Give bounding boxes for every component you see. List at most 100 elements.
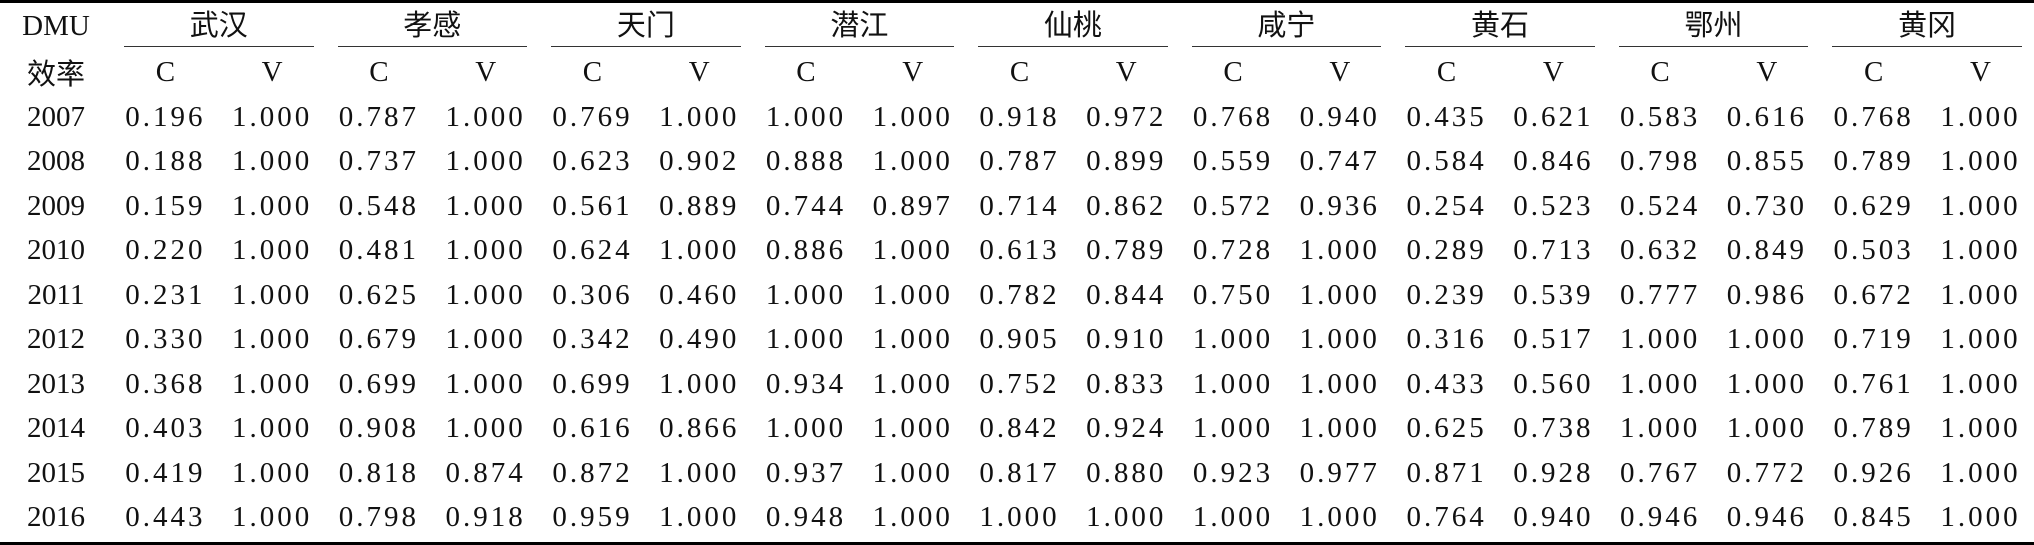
value-cell: 0.924 bbox=[1086, 412, 1167, 445]
value-cell: 1.000 bbox=[872, 145, 953, 178]
value-cell: 0.752 bbox=[979, 367, 1060, 400]
value-cell: 1.000 bbox=[1940, 367, 2021, 400]
value-cell: 1.000 bbox=[1192, 412, 1274, 445]
value-cell: 0.616 bbox=[1726, 100, 1807, 133]
group-name: 潜江 bbox=[764, 6, 955, 47]
value-cell: 0.872 bbox=[552, 456, 633, 489]
value-cell: 0.572 bbox=[1192, 189, 1274, 222]
value-cell: 1.000 bbox=[232, 234, 313, 267]
value-cell: 1.000 bbox=[1940, 501, 2021, 534]
value-cell: 0.750 bbox=[1192, 278, 1274, 311]
value-cell: 1.000 bbox=[979, 501, 1060, 534]
value-cell: 1.000 bbox=[1726, 323, 1807, 356]
value-cell: 0.713 bbox=[1513, 234, 1594, 267]
year-cell: 2013 bbox=[27, 367, 85, 400]
value-cell: 0.231 bbox=[125, 278, 206, 311]
group-name: 武汉 bbox=[124, 6, 314, 47]
group-name: 黄冈 bbox=[1832, 6, 2022, 47]
value-cell: 0.254 bbox=[1406, 189, 1487, 222]
year-cell: 2015 bbox=[27, 456, 85, 489]
value-cell: 0.621 bbox=[1513, 100, 1594, 133]
year-cell: 2012 bbox=[27, 323, 85, 356]
value-cell: 0.818 bbox=[338, 456, 420, 489]
value-cell: 1.000 bbox=[445, 412, 526, 445]
value-cell: 0.959 bbox=[552, 501, 633, 534]
value-cell: 1.000 bbox=[232, 189, 313, 222]
value-cell: 0.769 bbox=[552, 100, 633, 133]
value-cell: 0.798 bbox=[338, 501, 420, 534]
value-cell: 1.000 bbox=[659, 501, 740, 534]
year-cell: 2007 bbox=[27, 100, 85, 133]
value-cell: 1.000 bbox=[872, 367, 953, 400]
value-cell: 0.782 bbox=[979, 278, 1060, 311]
value-cell: 1.000 bbox=[445, 189, 526, 222]
value-cell: 1.000 bbox=[872, 100, 953, 133]
group-name: 咸宁 bbox=[1191, 6, 1382, 47]
value-cell: 0.764 bbox=[1406, 501, 1487, 534]
group-header-cell: 天门 bbox=[539, 3, 753, 49]
value-cell: 1.000 bbox=[1726, 412, 1807, 445]
value-cell: 1.000 bbox=[1940, 100, 2021, 133]
value-cell: 0.625 bbox=[1406, 412, 1487, 445]
value-cell: 0.948 bbox=[765, 501, 847, 534]
subheader-cell: C bbox=[1436, 55, 1457, 88]
value-cell: 1.000 bbox=[1940, 412, 2021, 445]
value-cell: 1.000 bbox=[445, 367, 526, 400]
value-cell: 0.902 bbox=[659, 145, 740, 178]
value-cell: 1.000 bbox=[445, 145, 526, 178]
subheader-cell: C bbox=[1650, 55, 1670, 88]
value-cell: 0.560 bbox=[1513, 367, 1594, 400]
value-cell: 0.789 bbox=[1086, 234, 1167, 267]
value-cell: 1.000 bbox=[232, 456, 313, 489]
value-cell: 1.000 bbox=[445, 278, 526, 311]
value-cell: 1.000 bbox=[765, 100, 847, 133]
group-header-cell: 孝感 bbox=[326, 3, 540, 49]
value-cell: 1.000 bbox=[1726, 367, 1807, 400]
value-cell: 0.798 bbox=[1619, 145, 1701, 178]
value-cell: 0.789 bbox=[1833, 145, 1914, 178]
value-cell: 1.000 bbox=[1940, 456, 2021, 489]
value-cell: 0.833 bbox=[1086, 367, 1167, 400]
value-cell: 0.559 bbox=[1192, 145, 1274, 178]
value-cell: 1.000 bbox=[1299, 501, 1380, 534]
subheader-cell: C bbox=[582, 55, 603, 88]
subheader-row: 效率 C V C V C V C V C V C V C V C V C V bbox=[0, 49, 2034, 95]
value-cell: 1.000 bbox=[1299, 278, 1380, 311]
value-cell: 1.000 bbox=[1940, 189, 2021, 222]
data-row: 2009 0.159 1.000 0.548 1.000 0.561 0.889 0.744 0… bbox=[0, 184, 2034, 229]
value-cell: 0.625 bbox=[338, 278, 420, 311]
value-cell: 1.000 bbox=[659, 100, 740, 133]
subheader-cell: C bbox=[369, 55, 389, 88]
data-row: 2016 0.443 1.000 0.798 0.918 0.959 1.000 0.948 1… bbox=[0, 496, 2034, 541]
subheader-cell: V bbox=[1542, 55, 1564, 88]
value-cell: 0.908 bbox=[338, 412, 420, 445]
value-cell: 0.239 bbox=[1406, 278, 1487, 311]
value-cell: 1.000 bbox=[765, 323, 847, 356]
value-cell: 0.584 bbox=[1406, 145, 1487, 178]
group-name: 仙桃 bbox=[978, 6, 1168, 47]
value-cell: 1.000 bbox=[232, 367, 313, 400]
year-cell: 2008 bbox=[27, 145, 85, 178]
subheader-cell: V bbox=[1329, 55, 1351, 88]
value-cell: 1.000 bbox=[1619, 412, 1701, 445]
value-cell: 0.517 bbox=[1513, 323, 1594, 356]
value-cell: 0.435 bbox=[1406, 100, 1487, 133]
value-cell: 0.918 bbox=[979, 100, 1060, 133]
value-cell: 0.539 bbox=[1513, 278, 1594, 311]
value-cell: 0.747 bbox=[1299, 145, 1380, 178]
value-cell: 0.632 bbox=[1619, 234, 1701, 267]
value-cell: 1.000 bbox=[445, 100, 526, 133]
subheader-cell: V bbox=[475, 55, 497, 88]
value-cell: 1.000 bbox=[872, 456, 953, 489]
value-cell: 0.737 bbox=[338, 145, 420, 178]
value-cell: 0.524 bbox=[1619, 189, 1701, 222]
value-cell: 0.616 bbox=[552, 412, 633, 445]
value-cell: 1.000 bbox=[1299, 234, 1380, 267]
value-cell: 1.000 bbox=[1940, 145, 2021, 178]
value-cell: 1.000 bbox=[765, 278, 847, 311]
value-cell: 0.306 bbox=[552, 278, 633, 311]
value-cell: 0.220 bbox=[125, 234, 206, 267]
data-row: 2014 0.403 1.000 0.908 1.000 0.616 0.866 1.000 1… bbox=[0, 407, 2034, 452]
value-cell: 0.787 bbox=[338, 100, 420, 133]
